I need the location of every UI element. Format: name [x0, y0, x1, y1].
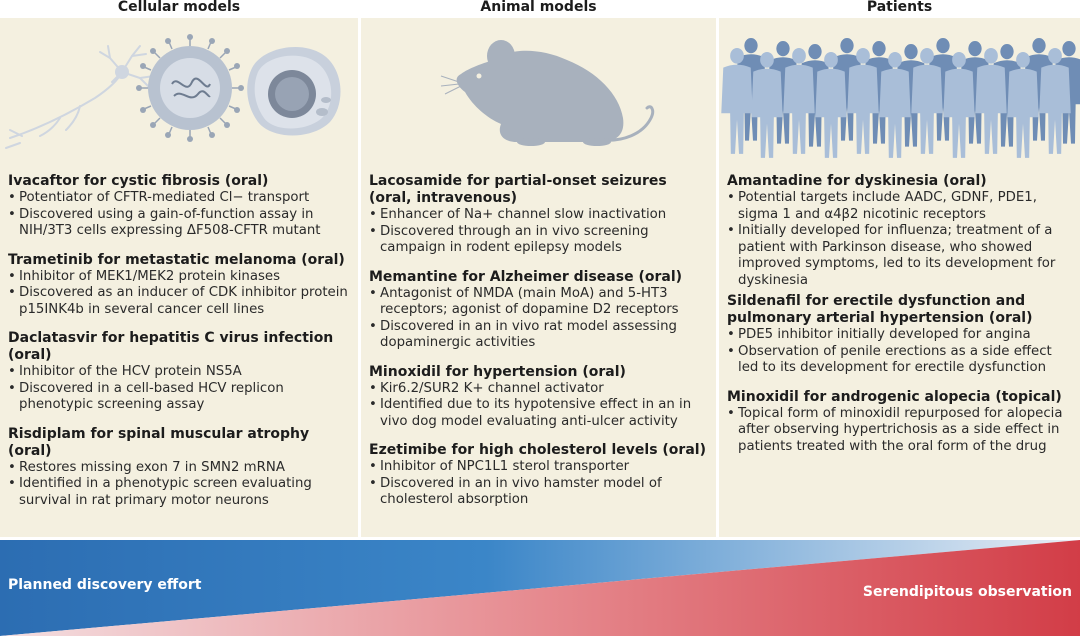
serendipity-wedge — [0, 540, 1080, 636]
bullet-item: Observation of penile erections as a sid… — [727, 344, 1074, 377]
patient-figure — [1039, 48, 1071, 154]
entry-title: Minoxidil for androgenic alopecia (topic… — [727, 388, 1062, 405]
patient-figure — [783, 48, 815, 154]
entry-title: Ezetimibe for high cholesterol levels (o… — [369, 442, 706, 458]
patient-figure — [847, 48, 879, 154]
patients-entries: Amantadine for dyskinesia (oral) Potenti… — [727, 173, 1074, 467]
bullet-item: Discovered in an in vivo hamster model o… — [369, 476, 710, 509]
mouse-eye — [476, 73, 482, 79]
bullet-item: Inhibitor of MEK1/MEK2 protein kinases — [8, 269, 352, 286]
patient-figure — [815, 52, 847, 158]
cellular-models-header: Cellular models — [117, 0, 241, 15]
neuron-icon — [5, 45, 155, 149]
bullet-item: Kir6.2/SUR2 K+ channel activator — [369, 381, 710, 398]
cellular-entries: Ivacaftor for cystic fibrosis (oral) Pot… — [8, 173, 352, 521]
patients-panel: Amantadine for dyskinesia (oral) Potenti… — [719, 18, 1080, 537]
patient-crowd-icon — [721, 38, 1080, 158]
entry-trametinib: Trametinib for metastatic melanoma (oral… — [8, 252, 352, 319]
bullet-item: Enhancer of Na+ channel slow inactivatio… — [369, 207, 710, 224]
entry-title: Daclatasvir for hepatitis C virus infect… — [8, 330, 334, 363]
bullet-item: Initially developed for influenza; treat… — [727, 223, 1074, 289]
entry-ezetimibe: Ezetimibe for high cholesterol levels (o… — [369, 442, 710, 509]
discovery-spectrum-band — [0, 540, 1080, 636]
virus-infected-cell-icon — [136, 34, 244, 142]
entry-amantadine: Amantadine for dyskinesia (oral) Potenti… — [727, 173, 1074, 289]
entry-lacosamide: Lacosamide for partial-onset seizures (o… — [369, 173, 710, 257]
patient-figure — [879, 52, 911, 158]
patient-figure — [975, 48, 1007, 154]
bullet-item: Restores missing exon 7 in SMN2 mRNA — [8, 460, 352, 477]
cellular-illustration — [5, 34, 341, 149]
entry-daclatasvir: Daclatasvir for hepatitis C virus infect… — [8, 330, 352, 414]
mouse-whiskers — [440, 75, 462, 95]
patient-figure — [751, 52, 783, 158]
neuron-soma — [115, 65, 129, 79]
entry-title: Amantadine for dyskinesia (oral) — [727, 173, 987, 189]
bullet-item: Potential targets include AADC, GDNF, PD… — [727, 190, 1074, 223]
entry-risdiplam: Risdiplam for spinal muscular atrophy (o… — [8, 426, 352, 510]
entry-title: Memantine for Alzheimer disease (oral) — [369, 268, 683, 285]
animal-models-header: Animal models — [480, 0, 597, 15]
bullet-item: Topical form of minoxidil repurposed for… — [727, 406, 1074, 456]
entry-sildenafil: Sildenafil for erectile dysfunction and … — [727, 293, 1074, 377]
entry-title: Minoxidil for hypertension (oral) — [369, 363, 626, 380]
entry-minoxidil-hypertension: Minoxidil for hypertension (oral) Kir6.2… — [369, 364, 710, 431]
bullet-item: PDE5 inhibitor initially developed for a… — [727, 327, 1074, 344]
planned-discovery-label: Planned discovery effort — [8, 577, 202, 593]
cellular-models-panel: Ivacaftor for cystic fibrosis (oral) Pot… — [0, 18, 358, 537]
entry-minoxidil-alopecia: Minoxidil for androgenic alopecia (topic… — [727, 389, 1074, 456]
bullet-item: Identified in a phenotypic screen evalua… — [8, 476, 352, 509]
patients-header: Patients — [866, 0, 933, 15]
bullet-item: Antagonist of NMDA (main MoA) and 5-HT3 … — [369, 286, 710, 319]
mouse-icon — [456, 40, 655, 146]
animal-illustration — [440, 40, 655, 146]
cell-icon — [247, 46, 341, 136]
patient-figure — [911, 48, 943, 154]
patient-figure — [943, 52, 975, 158]
patient-figure — [1007, 52, 1039, 158]
animal-entries: Lacosamide for partial-onset seizures (o… — [369, 173, 710, 521]
serendipitous-observation-label: Serendipitous observation — [862, 584, 1072, 600]
animal-models-panel: Lacosamide for partial-onset seizures (o… — [361, 18, 716, 537]
patient-figure — [721, 48, 753, 154]
entry-title: Risdiplam for spinal muscular atrophy (o… — [8, 425, 310, 459]
bullet-item: Discovered through an in vivo screening … — [369, 224, 710, 257]
bullet-item: Discovered in an in vivo rat model asses… — [369, 319, 710, 352]
entry-title: Trametinib for metastatic melanoma (oral… — [8, 251, 345, 268]
bullet-item: Inhibitor of the HCV protein NS5A — [8, 364, 352, 381]
bullet-item: Discovered using a gain-of-function assa… — [8, 207, 352, 240]
bullet-item: Potentiator of CFTR-mediated Cl− transpo… — [8, 190, 352, 207]
bullet-item: Identified due to its hypotensive effect… — [369, 397, 710, 430]
bullet-item: Discovered in a cell-based HCV replicon … — [8, 381, 352, 414]
bullet-item: Inhibitor of NPC1L1 sterol transporter — [369, 459, 710, 476]
entry-title: Lacosamide for partial-onset seizures (o… — [369, 173, 667, 206]
entry-title: Sildenafil for erectile dysfunction and … — [727, 293, 1033, 326]
bullet-item: Discovered as an inducer of CDK inhibito… — [8, 285, 352, 318]
entry-ivacaftor: Ivacaftor for cystic fibrosis (oral) Pot… — [8, 173, 352, 240]
entry-title: Ivacaftor for cystic fibrosis (oral) — [8, 173, 269, 189]
entry-memantine: Memantine for Alzheimer disease (oral) A… — [369, 269, 710, 352]
